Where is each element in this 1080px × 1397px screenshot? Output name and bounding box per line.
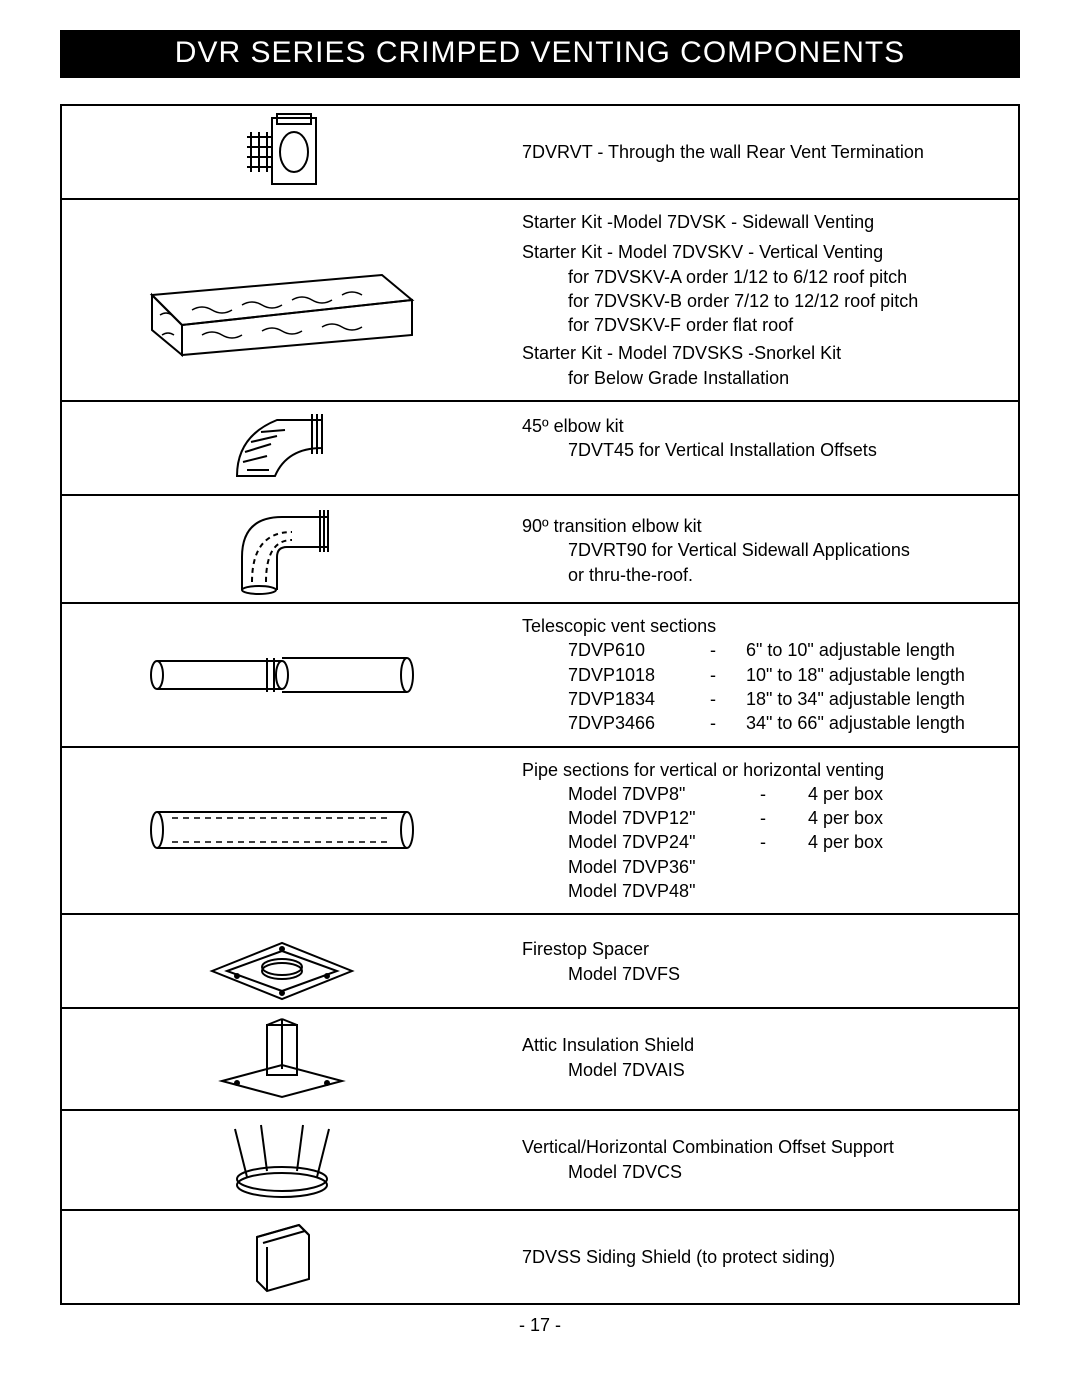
description-cell: 90º transition elbow kit 7DVRT90 for Ver… [502,495,1018,603]
text: 7DVSS Siding Shield (to protect siding) [522,1247,835,1267]
text: for 7DVSKV-B order 7/12 to 12/12 roof pi… [522,289,1004,313]
description-cell: 45º elbow kit 7DVT45 for Vertical Instal… [502,401,1018,495]
offset-support-icon [217,1117,347,1203]
text: Starter Kit -Model 7DVSK - Sidewall Vent… [522,210,1004,234]
text: Attic Insulation Shield [522,1033,1004,1057]
text: Telescopic vent sections [522,614,1004,638]
text: Starter Kit - Model 7DVSKV - Vertical Ve… [522,240,1004,264]
text: Firestop Spacer [522,937,1004,961]
telescopic-pipe-icon [142,640,422,710]
illustration-cell [62,495,502,603]
text: 7DVRT90 for Vertical Sidewall Applicatio… [522,538,1004,562]
description-cell: Vertical/Horizontal Combination Offset S… [502,1110,1018,1210]
spec-row: 7DVP1834-18" to 34" adjustable length [522,687,1004,711]
illustration-cell [62,914,502,1008]
description-cell: Telescopic vent sections 7DVP610-6" to 1… [502,603,1018,746]
text: Starter Kit - Model 7DVSKS -Snorkel Kit [522,341,1004,365]
text: or thru-the-roof. [522,563,1004,587]
spec-row: Model 7DVP48" [522,879,1004,903]
spec-row: Model 7DVP24"-4 per box [522,830,1004,854]
text: 45º elbow kit [522,414,1004,438]
table-row: Telescopic vent sections 7DVP610-6" to 1… [62,603,1018,746]
table-row: 7DVRVT - Through the wall Rear Vent Term… [62,106,1018,199]
text: 7DVT45 for Vertical Installation Offsets [522,438,1004,462]
elbow-45-icon [227,408,337,488]
text: 90º transition elbow kit [522,514,1004,538]
text: Vertical/Horizontal Combination Offset S… [522,1135,1004,1159]
elbow-90-icon [222,502,342,596]
table-row: Starter Kit -Model 7DVSK - Sidewall Vent… [62,199,1018,401]
spec-row: Model 7DVP36" [522,855,1004,879]
description-cell: 7DVRVT - Through the wall Rear Vent Term… [502,106,1018,199]
illustration-cell [62,106,502,199]
attic-shield-icon [212,1015,352,1103]
description-cell: Pipe sections for vertical or horizontal… [502,747,1018,915]
illustration-cell [62,747,502,915]
table-row: 90º transition elbow kit 7DVRT90 for Ver… [62,495,1018,603]
text: 7DVRVT - Through the wall Rear Vent Term… [522,142,924,162]
illustration-cell [62,401,502,495]
page-title: DVR SERIES CRIMPED VENTING COMPONENTS [60,30,1020,78]
table-row: Vertical/Horizontal Combination Offset S… [62,1110,1018,1210]
components-table: 7DVRVT - Through the wall Rear Vent Term… [60,104,1020,1305]
text: for Below Grade Installation [522,366,1004,390]
page-number: - 17 - [60,1315,1020,1336]
table-row: 7DVSS Siding Shield (to protect siding) [62,1210,1018,1303]
table-row: Pipe sections for vertical or horizontal… [62,747,1018,915]
text: for 7DVSKV-F order flat roof [522,313,1004,337]
illustration-cell [62,603,502,746]
illustration-cell [62,199,502,401]
text: Model 7DVFS [522,962,1004,986]
starter-kit-icon [132,235,432,365]
spec-row: Model 7DVP8"-4 per box [522,782,1004,806]
spec-row: Model 7DVP12"-4 per box [522,806,1004,830]
text: Model 7DVCS [522,1160,1004,1184]
illustration-cell [62,1210,502,1303]
text: Model 7DVAIS [522,1058,1004,1082]
table-row: 45º elbow kit 7DVT45 for Vertical Instal… [62,401,1018,495]
description-cell: Starter Kit -Model 7DVSK - Sidewall Vent… [502,199,1018,401]
illustration-cell [62,1110,502,1210]
siding-shield-icon [237,1217,327,1297]
table-row: Attic Insulation Shield Model 7DVAIS [62,1008,1018,1110]
spec-row: 7DVP610-6" to 10" adjustable length [522,638,1004,662]
description-cell: 7DVSS Siding Shield (to protect siding) [502,1210,1018,1303]
spec-row: 7DVP3466-34" to 66" adjustable length [522,711,1004,735]
table-row: Firestop Spacer Model 7DVFS [62,914,1018,1008]
text: Pipe sections for vertical or horizontal… [522,758,1004,782]
description-cell: Attic Insulation Shield Model 7DVAIS [502,1008,1018,1110]
description-cell: Firestop Spacer Model 7DVFS [502,914,1018,1008]
rear-vent-icon [237,112,327,192]
pipe-section-icon [142,790,422,870]
spec-row: 7DVP1018-10" to 18" adjustable length [522,663,1004,687]
firestop-spacer-icon [207,921,357,1001]
illustration-cell [62,1008,502,1110]
text: for 7DVSKV-A order 1/12 to 6/12 roof pit… [522,265,1004,289]
